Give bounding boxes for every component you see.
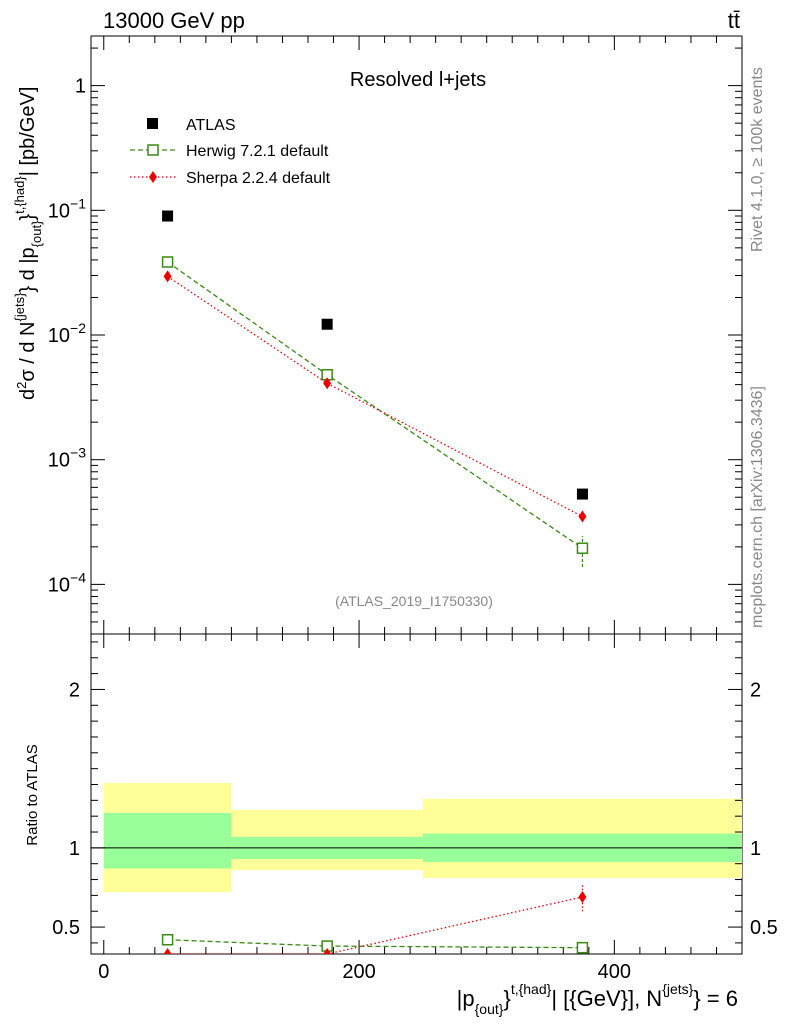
sherpa-data-point [163, 270, 172, 283]
mcplots-reference-text: mcplots.cern.ch [arXiv:1306.3436] [749, 386, 766, 628]
header-left: 13000 GeV pp [103, 8, 245, 33]
main-x-axis [103, 36, 743, 634]
ratio-x-tick-label: 200 [342, 961, 375, 983]
main-y-tick-label: 1 [75, 76, 86, 98]
main-y-tick-label: 10−4 [48, 569, 86, 596]
header-right: tt̄ [728, 8, 740, 33]
ratio-plot-frame [90, 633, 743, 955]
sherpa-line [167, 275, 583, 518]
sherpa-data-point [578, 510, 587, 523]
ratio-y-tick-label-right: 2 [750, 679, 761, 701]
legend-sherpa-marker [149, 171, 157, 183]
main-y-axis: 1 10−1 10−2 10−3 10−4 [48, 47, 742, 635]
herwig-ratio-line [167, 939, 583, 949]
main-y-axis-label: d2σ / d N{jets}} d |p{out}}t,{had}| [pb/… [12, 87, 44, 400]
ratio-y-tick-label-right: 1 [750, 838, 761, 860]
ratio-y-tick-label-left: 2 [69, 679, 80, 701]
herwig-ratio-point [161, 933, 174, 946]
ratio-x-axis: 0 200 400 [98, 634, 743, 983]
main-y-tick-label: 10−2 [48, 320, 86, 347]
legend-herwig-label: Herwig 7.2.1 default [186, 143, 329, 160]
herwig-data-point [576, 542, 589, 554]
atlas-data-point [162, 210, 174, 222]
herwig-data-point [161, 256, 174, 268]
ratio-series-layer [161, 884, 589, 954]
ratio-y-tick-label-left: 1 [69, 838, 80, 860]
x-axis-label: |p{out}}t,{had}| [{GeV}], N{jets}} = 6 [457, 981, 738, 1017]
legend-herwig-marker [147, 144, 159, 156]
sherpa-ratio-point [163, 948, 172, 954]
sherpa-data-point [323, 377, 332, 390]
analysis-label: (ATLAS_2019_I1750330) [335, 593, 493, 609]
rivet-version-text: Rivet 4.1.0, ≥ 100k events [749, 67, 766, 252]
plot-title: Resolved l+jets [350, 69, 486, 91]
ratio-y-axis: 2 2 1 1 0.5 0.5 [52, 641, 778, 944]
sherpa-ratio-line [167, 896, 583, 954]
ratio-band-green [103, 813, 232, 869]
ratio-y-axis-label: Ratio to ATLAS [24, 744, 41, 845]
atlas-data-point [576, 488, 588, 500]
legend-atlas-label: ATLAS [186, 117, 236, 134]
ratio-y-tick-label-right: 0.5 [750, 917, 778, 939]
legend: ATLAS Herwig 7.2.1 default Sherpa 2.2.4 … [130, 117, 331, 187]
main-series-layer [161, 210, 589, 567]
sherpa-ratio-point [323, 948, 332, 954]
ratio-uncertainty-bands [103, 782, 742, 893]
atlas-data-point [321, 318, 333, 330]
herwig-ratio-point [576, 941, 589, 954]
sherpa-ratio-point [578, 890, 587, 903]
main-y-tick-label: 10−1 [48, 195, 86, 222]
herwig-line [167, 261, 583, 549]
ratio-x-tick-label: 0 [98, 961, 109, 983]
legend-atlas-marker [147, 118, 158, 129]
legend-sherpa-label: Sherpa 2.2.4 default [186, 170, 331, 187]
ratio-x-tick-label: 400 [598, 961, 631, 983]
main-y-tick-label: 10−3 [48, 445, 86, 472]
ratio-y-tick-label-left: 0.5 [52, 917, 80, 939]
